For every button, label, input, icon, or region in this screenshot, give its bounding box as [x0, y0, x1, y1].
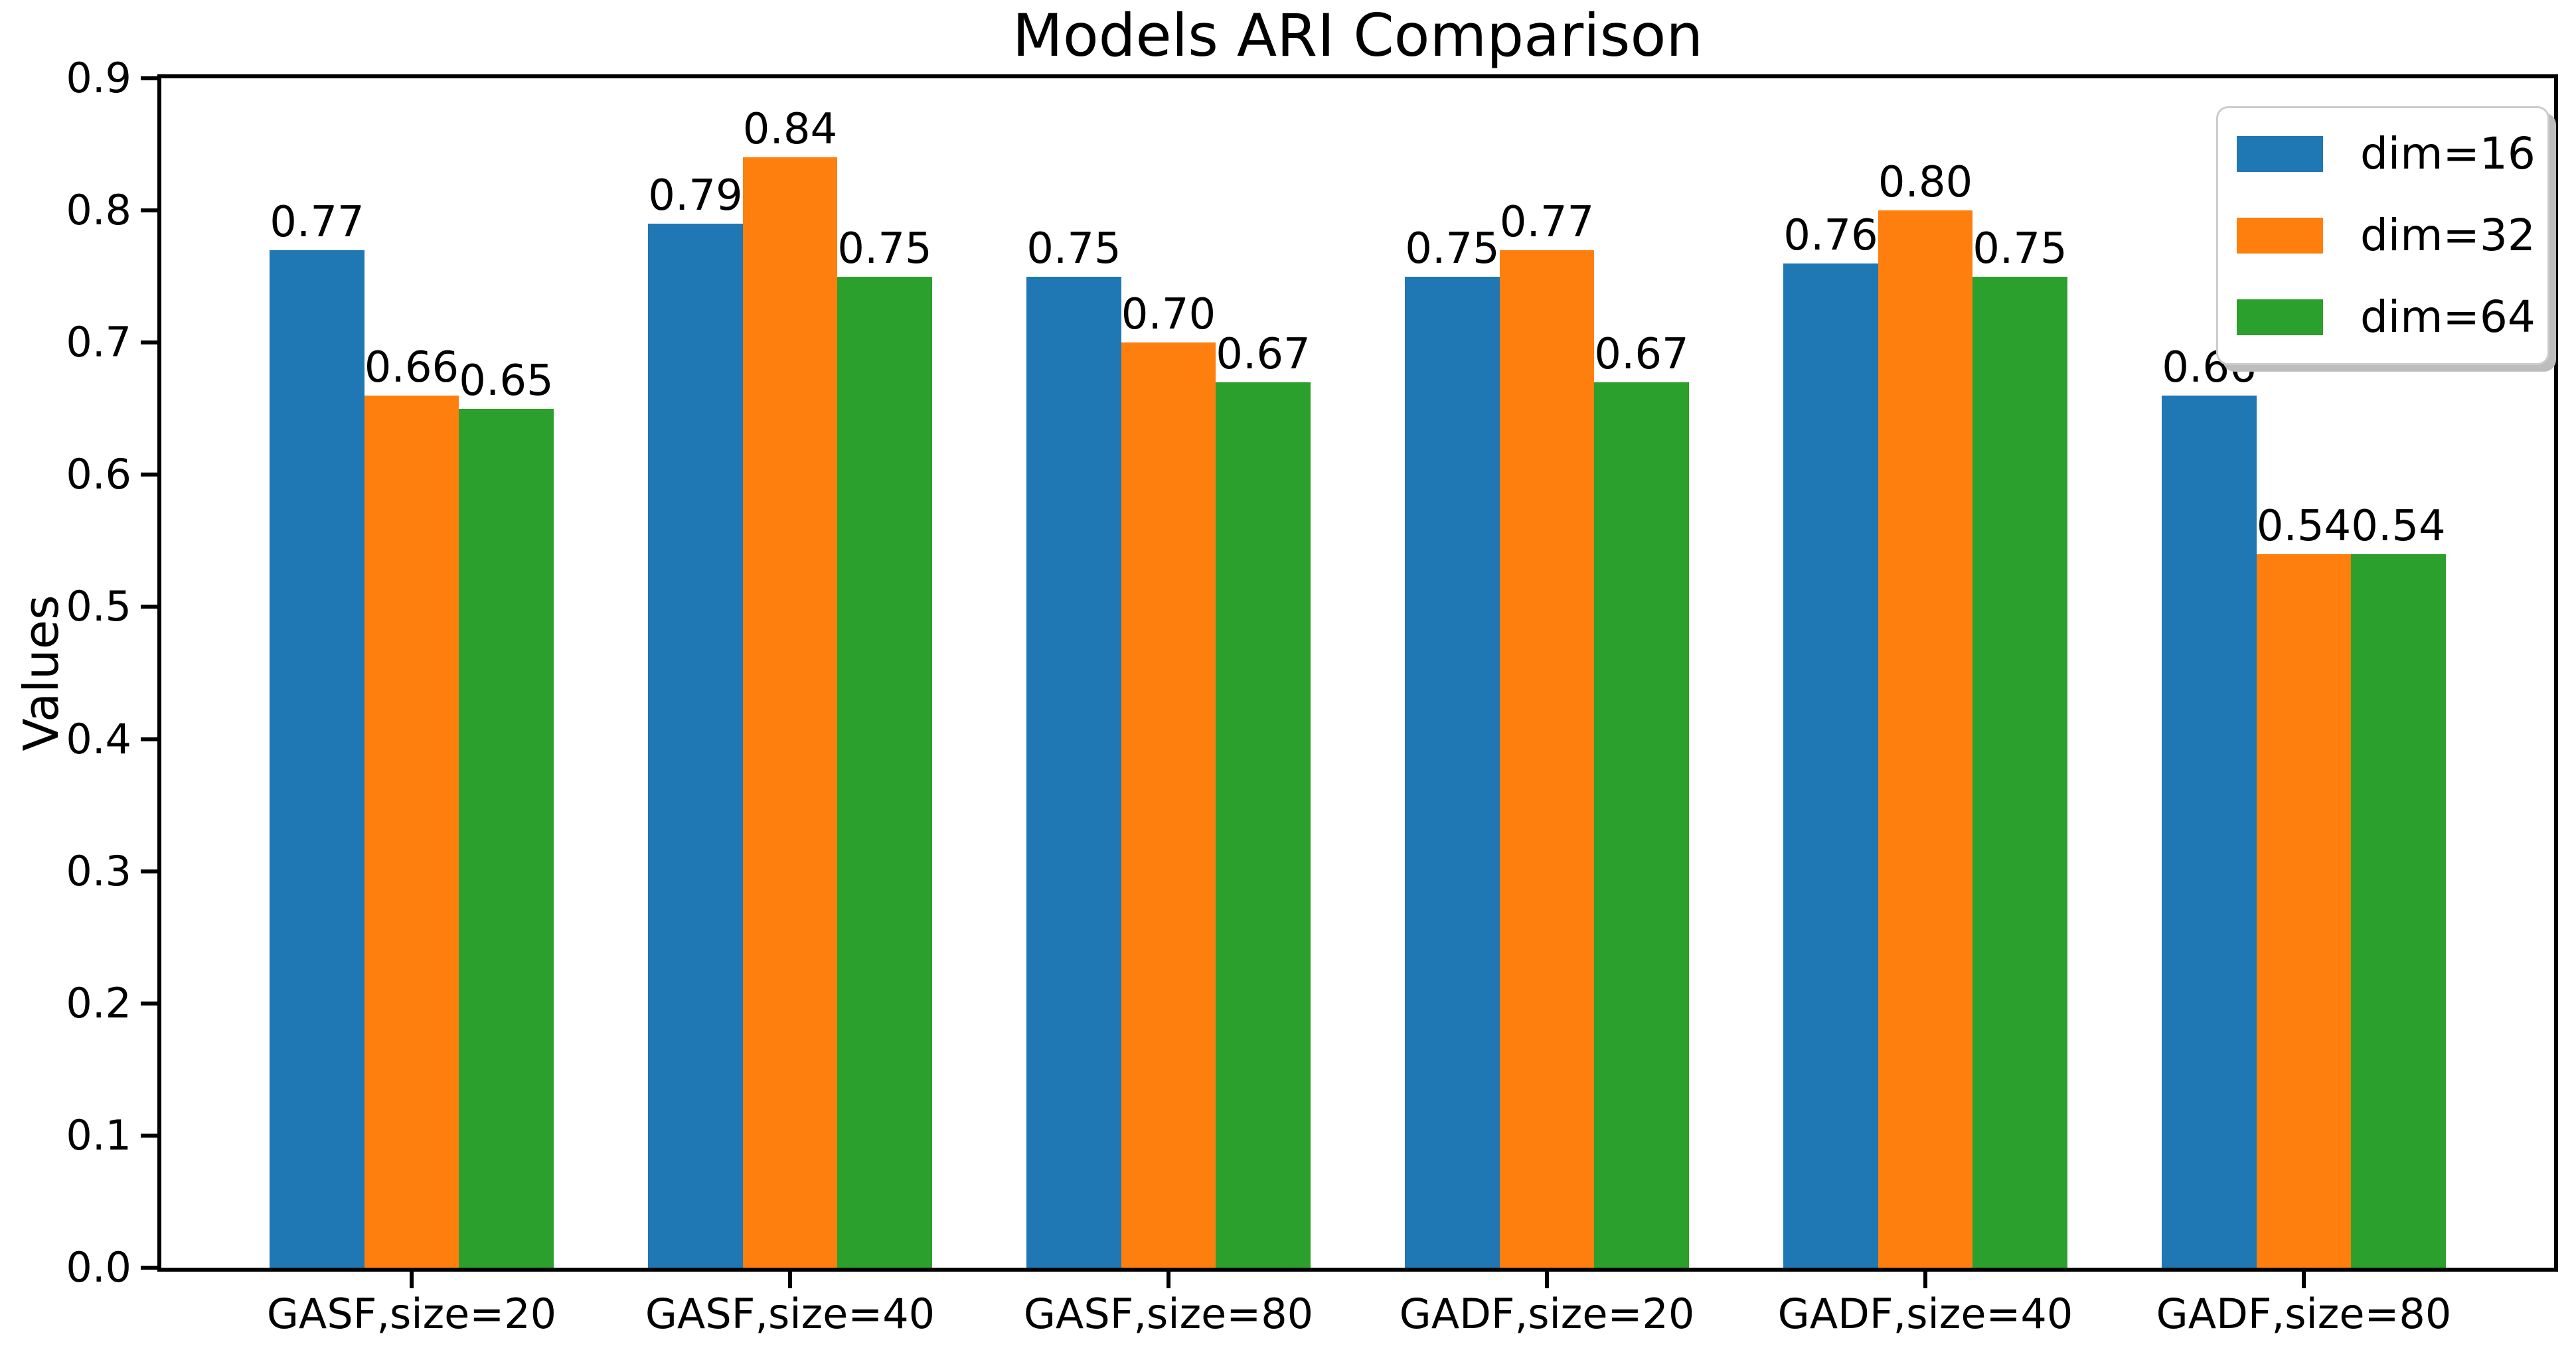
- y-tick-label: 0.2: [66, 978, 131, 1027]
- bar-dim-32-5: [1878, 210, 1973, 1268]
- bar-dim-32-4: [1499, 250, 1595, 1268]
- legend: dim=16 dim=32 dim=64: [2216, 106, 2549, 365]
- value-label: 0.77: [1499, 197, 1595, 247]
- x-tick-label: GADF,size=40: [1777, 1290, 2073, 1338]
- value-label: 0.77: [270, 197, 364, 247]
- bar-dim-64-4: [1594, 382, 1689, 1268]
- bar-dim-16-3: [1026, 276, 1121, 1268]
- value-label: 0.65: [459, 356, 554, 406]
- y-tick-label: 0.7: [66, 318, 131, 367]
- y-tick-label: 0.6: [66, 450, 131, 499]
- legend-swatch: [2237, 299, 2323, 335]
- x-tick-label: GADF,size=80: [2156, 1290, 2452, 1338]
- value-label: 0.67: [1594, 329, 1689, 379]
- legend-item: dim=16: [2218, 132, 2547, 176]
- y-tick: [141, 340, 157, 345]
- bar-dim-64-2: [837, 276, 932, 1268]
- plot-area: dim=16 dim=32 dim=64 0.77 0.79 0.75 0.75 0.76 0…: [157, 74, 2558, 1272]
- y-tick: [141, 208, 157, 213]
- x-tick: [788, 1272, 792, 1288]
- x-tick: [410, 1272, 414, 1288]
- y-tick: [141, 605, 157, 609]
- bar-dim-16-1: [270, 250, 364, 1268]
- value-label: 0.54: [2256, 501, 2352, 551]
- value-label: 0.75: [1026, 224, 1121, 273]
- x-tick-label: GADF,size=20: [1399, 1290, 1695, 1338]
- x-tick-label: GASF,size=40: [645, 1290, 935, 1338]
- y-tick-label: 0.8: [66, 186, 131, 235]
- value-label: 0.80: [1878, 158, 1973, 208]
- legend-item: dim=64: [2218, 295, 2547, 339]
- x-tick: [2302, 1272, 2306, 1288]
- legend-swatch: [2237, 218, 2323, 254]
- legend-swatch: [2237, 136, 2323, 172]
- x-tick: [1167, 1272, 1170, 1288]
- chart-title: Models ARI Comparison: [1012, 1, 1704, 70]
- y-tick: [141, 76, 157, 80]
- value-label: 0.70: [1121, 290, 1216, 340]
- y-tick-label: 0.1: [66, 1110, 131, 1159]
- value-label: 0.75: [1972, 224, 2067, 273]
- value-label: 0.75: [837, 224, 932, 273]
- value-label: 0.84: [742, 105, 838, 155]
- value-label: 0.79: [648, 171, 743, 221]
- y-tick-label: 0.4: [66, 714, 131, 763]
- y-tick: [141, 1001, 157, 1006]
- bar-dim-32-1: [364, 395, 459, 1268]
- bar-dim-32-3: [1121, 342, 1216, 1268]
- y-tick: [141, 869, 157, 873]
- bar-dim-64-3: [1216, 382, 1311, 1268]
- y-tick: [141, 1133, 157, 1138]
- bar-dim-64-6: [2351, 554, 2446, 1268]
- y-tick-label: 0.9: [66, 54, 131, 102]
- y-tick-label: 0.0: [66, 1243, 131, 1292]
- value-label: 0.66: [364, 342, 459, 392]
- y-tick: [141, 1266, 157, 1270]
- x-tick-label: GASF,size=20: [266, 1290, 557, 1338]
- bar-dim-64-5: [1972, 276, 2067, 1268]
- bar-dim-32-6: [2256, 554, 2352, 1268]
- y-tick: [141, 737, 157, 741]
- bar-dim-16-4: [1405, 276, 1500, 1268]
- bar-dim-64-1: [459, 408, 554, 1268]
- value-label: 0.67: [1216, 329, 1311, 379]
- y-tick-label: 0.5: [66, 582, 131, 631]
- legend-item: dim=32: [2218, 214, 2547, 258]
- y-tick-label: 0.3: [66, 846, 131, 895]
- value-label: 0.54: [2351, 501, 2446, 551]
- bar-dim-16-6: [2162, 395, 2257, 1268]
- legend-label: dim=32: [2360, 210, 2536, 261]
- bar-dim-16-5: [1783, 263, 1878, 1268]
- x-tick: [1545, 1272, 1549, 1288]
- bar-dim-16-2: [648, 224, 743, 1268]
- bar-dim-32-2: [742, 157, 838, 1268]
- x-tick: [1923, 1272, 1927, 1288]
- value-label: 0.76: [1783, 210, 1878, 260]
- legend-label: dim=64: [2360, 291, 2536, 342]
- legend-label: dim=16: [2360, 128, 2536, 179]
- x-tick-label: GASF,size=80: [1023, 1290, 1314, 1338]
- y-tick: [141, 473, 157, 477]
- value-label: 0.75: [1405, 224, 1500, 273]
